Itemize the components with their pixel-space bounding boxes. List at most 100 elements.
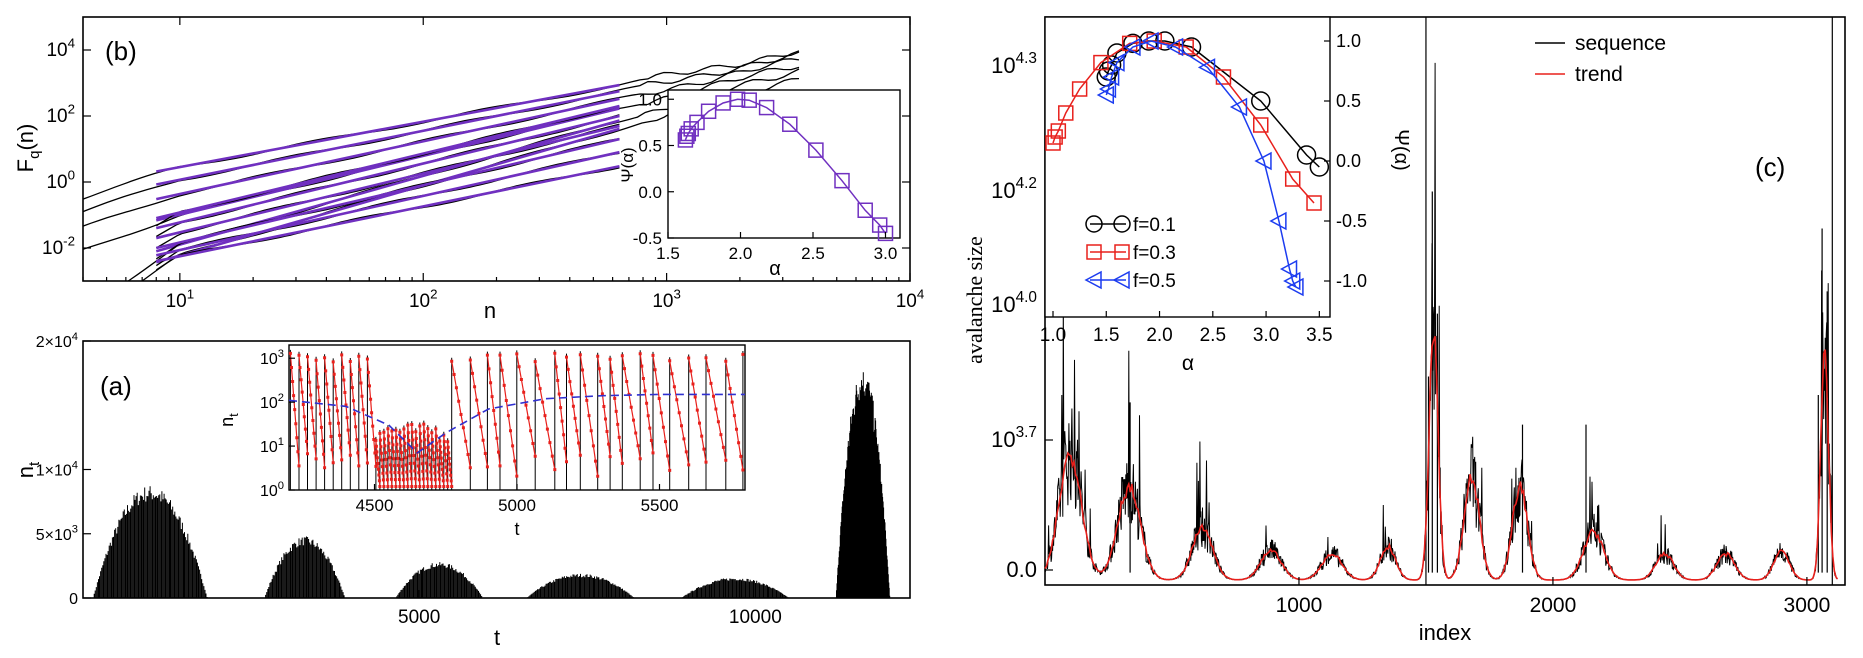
panel-b: 101 102 103 104 10-2 100 102 104 (b) n Fq(n) 1.… xyxy=(13,16,925,323)
panel-b-xtick-label: 104 xyxy=(896,286,925,312)
panel-b-inset-point xyxy=(834,172,850,189)
panel-c-ticks: 1000 2000 3000 0.0 103.7 104.0 104.2 104.3 xyxy=(991,50,1830,617)
panel-a-inset-plot xyxy=(288,349,745,490)
panel-b-inset-point xyxy=(808,142,824,158)
panel-b-inset-xtick-label: 1.5 xyxy=(656,244,680,263)
panel-c-inset-triangle-point xyxy=(1286,277,1304,297)
panel-a-xtick-label: 5000 xyxy=(398,607,440,628)
panel-c-label: (c) xyxy=(1755,152,1785,182)
panel-a-inset-xtick-label: 5500 xyxy=(641,496,679,515)
panel-b-inset-ytick-label: 0.5 xyxy=(638,137,662,156)
panel-c-inset-frame xyxy=(1044,16,1331,318)
panel-c-inset-square-point xyxy=(1050,123,1067,139)
inset-legend-circle xyxy=(1085,215,1103,233)
panel-c-inset-triangle-point xyxy=(1123,37,1141,57)
panel-b-xtick-label: 103 xyxy=(652,286,681,312)
panel-c-inset-triangle-point xyxy=(1096,85,1115,105)
panel-c-inset-triangle-point xyxy=(1165,37,1184,57)
panel-b-xtick-label: 102 xyxy=(409,286,438,312)
panel-c-inset-ytick-label: -0.5 xyxy=(1336,211,1367,231)
inset-legend-f05-label: f=0.5 xyxy=(1133,271,1176,292)
svg-text:nt: nt xyxy=(217,413,241,427)
panel-c-inset-triangle-point xyxy=(1229,97,1248,117)
panel-c-xtick-label: 3000 xyxy=(1784,594,1831,617)
panel-b-inset-ticks: 1.5 2.0 2.5 3.0 1.0 0.5 0.0 -0.5 xyxy=(633,90,898,263)
panel-b-inset: 1.5 2.0 2.5 3.0 1.0 0.5 0.0 -0.5 α Ψ(α) xyxy=(618,89,901,280)
panel-c-inset-square-point xyxy=(1215,69,1232,85)
panel-b-fit-q2 xyxy=(156,89,620,186)
panel-b-inset-xlabel: α xyxy=(769,258,781,280)
panel-c-inset-square-point xyxy=(1071,81,1088,97)
panel-c-trend xyxy=(1044,336,1839,581)
panel-b-xlabel: n xyxy=(484,298,496,323)
panel-c-inset-ytick-label: -1.0 xyxy=(1336,271,1367,291)
panel-b-fit-q7 xyxy=(155,104,620,220)
panel-b-inset-point xyxy=(758,99,775,116)
panel-b-ytick-label: 10-2 xyxy=(42,233,75,259)
panel-c-ytick-label: 104.3 xyxy=(991,50,1037,78)
panel-a-inset-ytick-label: 102 xyxy=(260,392,284,412)
panel-c-inset-ytick-label: 0.0 xyxy=(1336,151,1361,171)
panel-a-ytick-label: 1×104 xyxy=(36,459,78,479)
panel-b-curve-q11 xyxy=(155,152,620,267)
panel-b-fit-q10 xyxy=(155,137,620,250)
svg-text:Fq(n): Fq(n) xyxy=(13,124,43,173)
panel-b-fit-q9 xyxy=(155,124,620,240)
panel-b-inset-ytick-label: 0.0 xyxy=(638,183,662,202)
panel-c-inset-ytick-label: 1.0 xyxy=(1336,31,1361,51)
panel-a-spikes xyxy=(93,372,891,598)
panel-b-inset-line xyxy=(684,98,887,234)
panel-c-inset-xtick-label: 1.5 xyxy=(1093,325,1119,346)
panel-c-inset-circle-point xyxy=(1251,91,1271,111)
panel-b-inset-point xyxy=(857,202,873,218)
panel-c-inset-ylabel: Ψ(α) xyxy=(1390,129,1412,171)
inset-legend-square xyxy=(1114,244,1130,260)
panel-c-inset-xlabel: α xyxy=(1182,352,1194,375)
panel-c-inset-circle-point xyxy=(1296,145,1317,165)
panel-c-inset-triangle-point xyxy=(1098,79,1117,99)
panel-b-inset-point xyxy=(877,225,894,242)
panel-c-inset-xtick-label: 3.0 xyxy=(1253,325,1279,346)
panel-b-inset-xtick-label: 2.0 xyxy=(729,244,753,263)
panel-c-legend: sequence trend xyxy=(1535,32,1666,86)
panel-b-inset-point xyxy=(782,116,798,132)
panel-a-inset-ticks: 4500 5000 5500 100 101 102 103 xyxy=(260,348,678,515)
panel-b-inset-point xyxy=(871,217,888,233)
panel-c-inset-triangle-point xyxy=(1269,211,1287,231)
panel-c-inset-square-point xyxy=(1146,33,1162,49)
panel-b-inset-point xyxy=(700,103,717,120)
panel-b-inset-frame xyxy=(667,89,901,239)
panel-c-inset-plot xyxy=(1045,31,1330,297)
panel-a-inset-ylabel: nt xyxy=(217,413,241,427)
panel-c-inset-triangle-point xyxy=(1197,58,1216,77)
panel-b-fit-q1 xyxy=(156,83,620,173)
panel-c-inset-square-point xyxy=(1045,135,1061,151)
panel-a-bars xyxy=(93,372,891,598)
panel-c-xlabel: index xyxy=(1419,620,1472,645)
panel-a-xlabel: t xyxy=(494,625,500,650)
panel-b-inset-ytick-label: 1.0 xyxy=(638,90,662,109)
panel-a-ytick-label: 2×104 xyxy=(36,331,78,351)
panel-b-fit-q8 xyxy=(155,114,620,230)
panel-a-ylabel-sub: t xyxy=(26,461,43,466)
inset-legend-f03-label: f=0.3 xyxy=(1133,243,1176,264)
svg-text:nt: nt xyxy=(13,461,43,478)
panel-c-inset-square-point xyxy=(1284,171,1301,187)
legend-trend-label: trend xyxy=(1575,63,1623,86)
panel-a-inset-xlabel: t xyxy=(514,519,519,539)
panel-c-inset-xtick-label: 1.0 xyxy=(1040,325,1066,346)
panel-c-inset-legend: f=0.1 f=0.3 f=0.5 xyxy=(1084,215,1176,292)
panel-b-ylabel: Fq(n) xyxy=(13,124,43,173)
panel-c-plot xyxy=(1044,17,1839,585)
panel-c-inset-square-point xyxy=(1306,195,1322,211)
panel-b-inset-point xyxy=(741,92,757,108)
panel-b-ylabel-tail: (n) xyxy=(13,124,38,151)
legend-sequence-label: sequence xyxy=(1575,32,1666,55)
panel-a-inset-ylabel-sub: t xyxy=(226,413,241,417)
panel-a-inset-ylabel-main: n xyxy=(217,417,237,427)
panel-a-ylabel: nt xyxy=(13,461,43,478)
panel-a-inset-ytick-label: 103 xyxy=(260,348,284,368)
panel-b-inset-xtick-label: 3.0 xyxy=(874,244,898,263)
